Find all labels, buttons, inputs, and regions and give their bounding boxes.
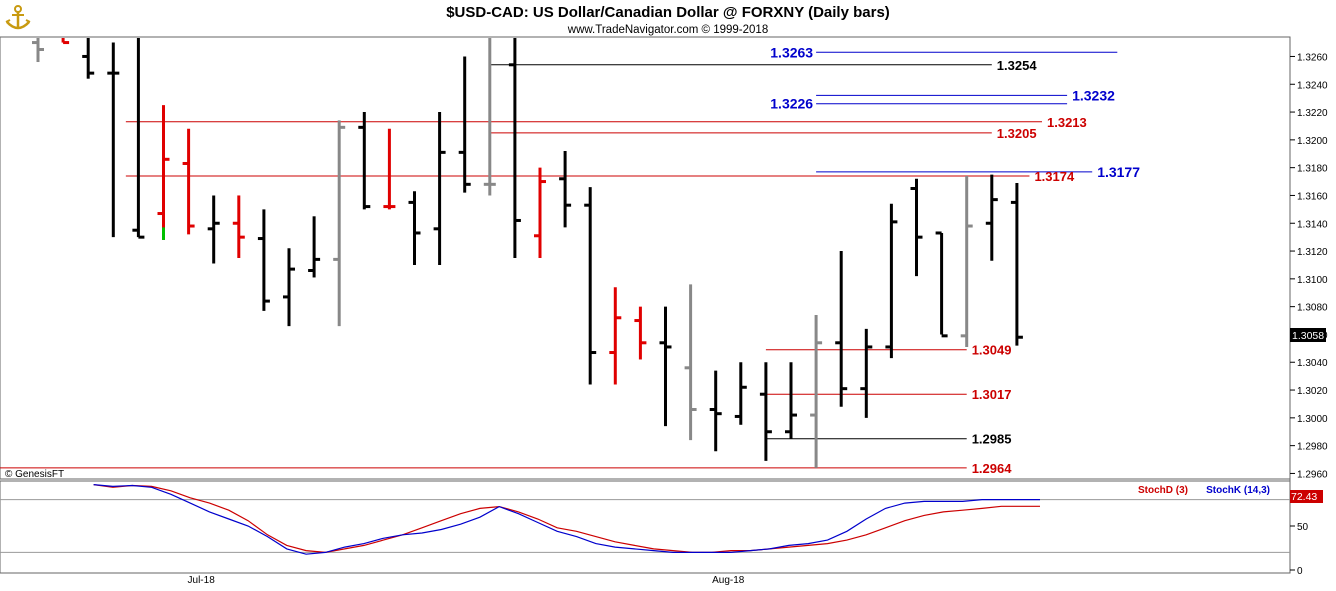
ohlc-bar: [534, 167, 546, 258]
last-price-box: [1290, 328, 1326, 342]
ohlc-bar: [333, 120, 346, 327]
stoch-line: [93, 484, 1040, 555]
indicator-value-box: [1290, 490, 1323, 503]
price-tick-label: 1.3160: [1297, 191, 1328, 202]
price-tick-label: 1.3040: [1297, 358, 1328, 369]
indicator-lines: [93, 484, 1040, 555]
x-labels: Jul-18 Aug-18: [188, 575, 745, 586]
price-bars: [32, 38, 1023, 468]
ohlc-bar: [82, 38, 95, 79]
level-label-1.3213: 1.3213: [1047, 115, 1087, 130]
ohlc-bar: [1010, 182, 1023, 346]
ohlc-bar: [634, 306, 647, 360]
price-tick-label: 1.3260: [1297, 52, 1328, 63]
level-label-1.3017: 1.3017: [972, 387, 1012, 402]
ohlc-bar: [785, 362, 797, 439]
ohlc-bar: [308, 216, 321, 278]
ohlc-bar: [960, 175, 973, 347]
ohlc-bar: [283, 248, 295, 327]
ohlc-bar: [32, 38, 44, 63]
legend-stochk: StochK (14,3): [1206, 485, 1270, 496]
ohlc-bar: [483, 38, 496, 196]
ohlc-bar: [985, 174, 998, 261]
ohlc-bar: [408, 191, 421, 265]
indicator-tick-label: 50: [1297, 522, 1309, 533]
stoch-line: [93, 484, 1040, 554]
ohlc-bar: [358, 112, 371, 210]
ohlc-bar: [835, 251, 848, 407]
price-ticks: 1.3260 1.3240 1.3220 1.3200 1.3180 1.3160 1.31…: [1290, 52, 1328, 480]
ohlc-bar: [132, 38, 145, 239]
level-label-1.3254: 1.3254: [997, 58, 1038, 73]
price-tick-label: 1.3220: [1297, 108, 1328, 119]
price-tick-label: 1.2980: [1297, 442, 1328, 453]
x-label: Jul-18: [188, 575, 216, 586]
ohlc-bar: [458, 56, 471, 193]
level-label-1.2985: 1.2985: [972, 432, 1012, 447]
indicator-ticks: 50 0: [0, 499, 1309, 577]
price-tick-label: 1.3100: [1297, 275, 1328, 286]
ohlc-bar: [257, 209, 270, 311]
ohlc-bar: [910, 178, 923, 277]
indicator-panel-frame: [0, 480, 1291, 574]
ohlc-bar: [584, 187, 597, 385]
ohlc-bar: [759, 362, 772, 461]
level-label-1.2964: 1.2964: [972, 461, 1013, 476]
ohlc-bar: [810, 314, 823, 468]
level-label-1.3049: 1.3049: [972, 343, 1012, 358]
ohlc-bar: [207, 195, 220, 264]
price-tick-label: 1.3080: [1297, 303, 1328, 314]
ohlc-bar: [383, 128, 396, 210]
ohlc-bar: [61, 38, 70, 45]
price-tick-label: 1.3140: [1297, 219, 1328, 230]
price-tick-label: 1.3180: [1297, 164, 1328, 175]
level-label-1.3263: 1.3263: [770, 44, 813, 60]
level-label-1.3226: 1.3226: [770, 96, 813, 112]
legend-stochd: StochD (3): [1138, 485, 1188, 496]
x-label: Aug-18: [712, 575, 745, 586]
ohlc-bar: [860, 328, 873, 418]
ohlc-bar: [107, 42, 120, 238]
price-axis: [1290, 37, 1336, 573]
ohlc-bar: [684, 284, 697, 441]
ohlc-bar: [885, 203, 898, 359]
level-label-1.3174: 1.3174: [1034, 169, 1075, 184]
ohlc-bar: [508, 38, 521, 258]
ohlc-bar: [559, 150, 572, 228]
ohlc-bar: [433, 112, 446, 265]
price-tick-label: 1.3240: [1297, 80, 1328, 91]
ohlc-bar: [157, 105, 170, 240]
price-tick-label: 1.3200: [1297, 136, 1328, 147]
ohlc-bar: [232, 195, 245, 258]
ohlc-bar: [709, 370, 722, 452]
ohlc-bar: [609, 287, 622, 385]
level-label-1.3205: 1.3205: [997, 126, 1037, 141]
price-tick-label: 1.3020: [1297, 386, 1328, 397]
watermark: © GenesisFT: [5, 469, 64, 480]
price-tick-label: 1.2960: [1297, 469, 1328, 480]
indicator-tick-label: 0: [1297, 566, 1303, 577]
ohlc-bar: [734, 362, 747, 425]
level-label-1.3232: 1.3232: [1072, 87, 1115, 103]
ohlc-bar: [935, 231, 948, 338]
chart-subtitle: www.TradeNavigator.com © 1999-2018: [567, 24, 768, 36]
price-tick-label: 1.3000: [1297, 414, 1328, 425]
chart-title: $USD-CAD: US Dollar/Canadian Dollar @ FO…: [446, 4, 890, 21]
levels: 1.3263 1.3254 1.3232 1.3226 1.3213 1.3205 1.31…: [0, 44, 1140, 476]
anchor-icon: [5, 5, 31, 30]
level-label-1.3177: 1.3177: [1097, 164, 1140, 180]
ohlc-bar: [182, 128, 195, 235]
ohlc-bar: [659, 306, 672, 427]
last-price-label: 1.3058: [1292, 330, 1324, 342]
price-tick-label: 1.3120: [1297, 247, 1328, 258]
indicator-value-label: 72.43: [1291, 491, 1317, 503]
